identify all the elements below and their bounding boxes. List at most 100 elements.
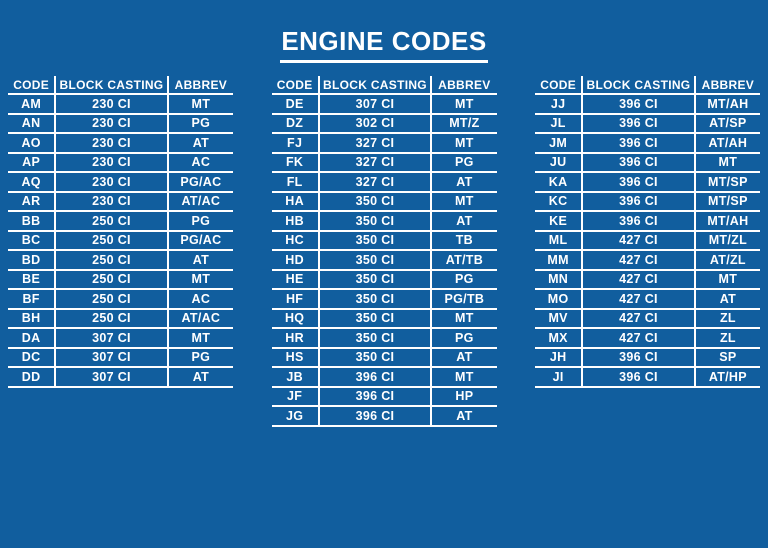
table-cell: AN <box>8 113 57 134</box>
table-cell: HA <box>271 191 320 212</box>
table-cell: MN <box>535 269 584 290</box>
table-cell: HB <box>271 211 320 232</box>
table-cell: ZL <box>694 308 760 329</box>
table-row: DC 307 CI PG <box>8 347 233 368</box>
table-row: DA 307 CI MT <box>8 328 233 349</box>
table-cell: AT <box>167 250 233 271</box>
table-cell: AT <box>167 367 233 388</box>
table-cell: 396 CI <box>582 191 696 212</box>
table-cell: MT <box>431 191 497 212</box>
table-row: JJ 396 CI MT/AH <box>535 94 760 115</box>
table-cell: HF <box>271 289 320 310</box>
table-cell: JJ <box>535 94 584 115</box>
table-cell: 427 CI <box>582 250 696 271</box>
table-cell: AT/AH <box>694 133 760 154</box>
header-row: CODE BLOCK CASTING ABBREV <box>535 76 760 95</box>
table-cell: 307 CI <box>55 328 169 349</box>
table-cell: SP <box>694 347 760 368</box>
table-cell: BC <box>8 230 57 251</box>
table-cell: MT <box>167 328 233 349</box>
table-row: KC 396 CI MT/SP <box>535 191 760 212</box>
table-cell: HQ <box>271 308 320 329</box>
table-cell: 350 CI <box>318 250 433 271</box>
table-cell: AP <box>8 152 57 173</box>
table-cell: MM <box>535 250 584 271</box>
engine-codes-table-left: CODE BLOCK CASTING ABBREV AM 230 CI MT AN 230 C… <box>8 76 233 388</box>
table-cell: 396 CI <box>582 367 696 388</box>
table-cell: 230 CI <box>55 94 169 115</box>
table-cell: DE <box>271 94 320 115</box>
table-cell: PG <box>431 328 497 349</box>
table-cell: 396 CI <box>582 152 696 173</box>
table-cell: 427 CI <box>582 289 696 310</box>
table-cell: PG/AC <box>167 230 233 251</box>
table-cell: DC <box>8 347 57 368</box>
table-cell: MT/ZL <box>694 230 760 251</box>
table-row: HF 350 CI PG/TB <box>271 289 497 310</box>
table-cell: MT/SP <box>694 172 760 193</box>
table-row: FL 327 CI AT <box>271 172 497 193</box>
table-cell: 250 CI <box>55 269 169 290</box>
table-cell: AT/SP <box>694 113 760 134</box>
table-cell: 307 CI <box>55 347 169 368</box>
table-cell: HE <box>271 269 320 290</box>
table-cell: AM <box>8 94 57 115</box>
header-row: CODE BLOCK CASTING ABBREV <box>8 76 233 95</box>
table-cell: MT <box>431 367 497 388</box>
table-cell: MT/Z <box>431 113 497 134</box>
table-cell: 307 CI <box>318 94 433 115</box>
table-cell: BD <box>8 250 57 271</box>
table-cell: MT/SP <box>694 191 760 212</box>
table-row: JM 396 CI AT/AH <box>535 133 760 154</box>
table-cell: 396 CI <box>582 133 696 154</box>
table-cell: JI <box>535 367 584 388</box>
table-cell: PG/AC <box>167 172 233 193</box>
column-header: CODE <box>8 76 57 95</box>
table-cell: 230 CI <box>55 113 169 134</box>
table-cell: MT/AH <box>694 94 760 115</box>
table-cell: 350 CI <box>318 328 433 349</box>
table-cell: PG/TB <box>431 289 497 310</box>
table-cell: PG <box>167 113 233 134</box>
table-cell: AT <box>431 406 497 427</box>
table-cell: 427 CI <box>582 308 696 329</box>
column-header: BLOCK CASTING <box>318 76 433 95</box>
table-cell: AT/AC <box>167 308 233 329</box>
table-row: HB 350 CI AT <box>271 211 497 232</box>
table-cell: DA <box>8 328 57 349</box>
table-cell: AT <box>431 211 497 232</box>
table-cell: JM <box>535 133 584 154</box>
table-cell: AT/TB <box>431 250 497 271</box>
table-row: AP 230 CI AC <box>8 152 233 173</box>
table-row: MV 427 CI ZL <box>535 308 760 329</box>
page-title: ENGINE CODES <box>281 26 487 56</box>
table-cell: MT <box>167 269 233 290</box>
table-row: HR 350 CI PG <box>271 328 497 349</box>
table-cell: 250 CI <box>55 211 169 232</box>
table-cell: JH <box>535 347 584 368</box>
table-row: HQ 350 CI MT <box>271 308 497 329</box>
table-cell: JL <box>535 113 584 134</box>
column-header: BLOCK CASTING <box>55 76 169 95</box>
table-cell: 427 CI <box>582 269 696 290</box>
table-row: AM 230 CI MT <box>8 94 233 115</box>
table-cell: AO <box>8 133 57 154</box>
table-cell: 427 CI <box>582 328 696 349</box>
table-cell: ZL <box>694 328 760 349</box>
table-row: BB 250 CI PG <box>8 211 233 232</box>
table-row: AN 230 CI PG <box>8 113 233 134</box>
table-cell: BB <box>8 211 57 232</box>
table-cell: PG <box>167 211 233 232</box>
table-row: AQ 230 CI PG/AC <box>8 172 233 193</box>
table-cell: AR <box>8 191 57 212</box>
table-cell: 396 CI <box>318 406 433 427</box>
table-cell: AQ <box>8 172 57 193</box>
table-cell: BH <box>8 308 57 329</box>
table-row: BH 250 CI AT/AC <box>8 308 233 329</box>
table-cell: 350 CI <box>318 308 433 329</box>
table-cell: AT <box>431 347 497 368</box>
table-cell: BE <box>8 269 57 290</box>
table-cell: TB <box>431 230 497 251</box>
tables-container: CODE BLOCK CASTING ABBREV AM 230 CI MT AN 230 C… <box>0 76 768 427</box>
table-row: HS 350 CI AT <box>271 347 497 368</box>
